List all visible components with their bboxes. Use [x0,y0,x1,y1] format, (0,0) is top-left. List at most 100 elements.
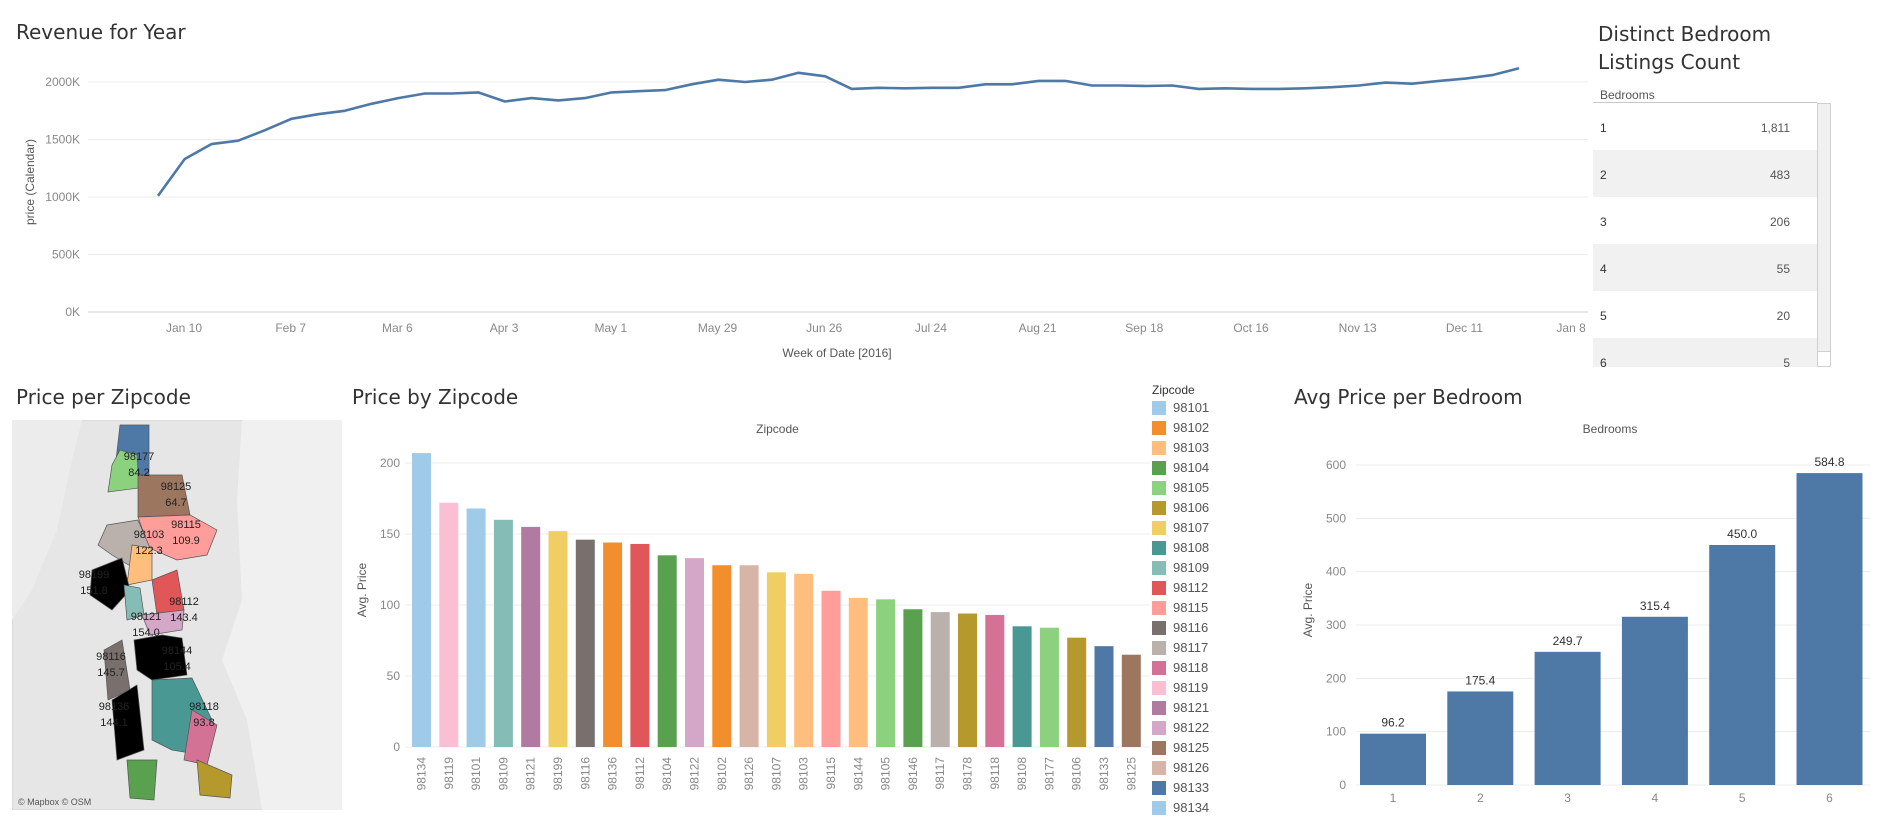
zipbar-x-tick: 98103 [797,757,811,791]
revenue-line-chart: 0K 500K 1000K 1500K 2000K Jan 10 Feb 7 Mar 6 Apr… [23,66,1588,360]
map-value-label: 93.8 [193,717,214,729]
bedbar-x-tick: 6 [1826,791,1833,805]
bedbar-y-tick: 300 [1326,618,1346,632]
bedbar-bar [1709,545,1776,785]
price-zip-map-panel: Price per Zipcode 98177 84.2 98125 64.7 9811… [0,375,345,818]
legend-swatch [1152,761,1166,775]
map-attribution: © Mapbox © OSM [18,797,91,807]
bedbar-x-tick: 4 [1652,791,1659,805]
zipbar-x-tick: 98144 [851,757,865,791]
zipbar-x-tick: 98105 [879,757,893,791]
bedbar-y-axis-label: Avg. Price [1301,582,1315,637]
bedbar-bar [1447,691,1514,785]
zipbar-bar [575,539,595,747]
map-zip-98122 [141,609,185,636]
revenue-x-tick: Jan 10 [166,321,202,335]
revenue-y-tick: 1000K [45,190,80,204]
zipbar-bar [439,502,459,747]
legend-swatch [1152,681,1166,695]
zipbar-bar [712,565,732,747]
bedbar-bar [1360,733,1426,785]
bedroom-table-row[interactable]: 4 55 [1593,244,1817,291]
legend-label: 98115 [1173,600,1209,615]
zipbar-bar [630,543,650,747]
bedroom-table-key: 3 [1600,215,1607,229]
zipbar-x-tick: 98119 [442,757,456,790]
zipbar-y-tick: 100 [380,598,400,612]
bedbar-y-tick: 500 [1326,511,1346,525]
bedroom-table-row[interactable]: 1 1,811 [1593,103,1817,150]
legend-swatch [1152,481,1166,495]
zipcode-map[interactable]: 98177 84.2 98125 64.7 98115 109.9 98103 122.3 98… [12,420,342,810]
zipbar-x-tick: 98199 [551,757,565,791]
revenue-x-tick: Mar 6 [382,321,413,335]
legend-label: 98125 [1173,740,1210,755]
revenue-y-tick: 500K [52,248,80,262]
bedbar-bar [1796,473,1863,785]
avg-price-bedroom-title: Avg Price per Bedroom [1294,385,1523,409]
map-zip-label: 98177 [124,451,155,463]
map-zip-label: 98136 [99,701,130,713]
zipbar-x-tick: 98134 [415,757,429,791]
bedbar-y-tick: 200 [1326,671,1346,685]
zipbar-bar [766,572,786,747]
map-zip-98199 [89,557,131,611]
zipbar-x-tick: 98115 [824,757,838,790]
bedroom-table-scrollbar[interactable] [1817,103,1831,367]
revenue-x-tick: May 1 [594,321,627,335]
zipbar-x-tick: 98136 [606,757,620,791]
zipbar-bar [1039,627,1059,747]
legend-swatch [1152,441,1166,455]
legend-label: 98105 [1173,480,1210,495]
revenue-x-tick: Nov 13 [1339,321,1377,335]
bedbar-data-label: 450.0 [1727,527,1757,541]
zipbar-x-tick: 98125 [1124,757,1138,791]
map-zip-label: 98121 [131,611,162,623]
bedbar-x-axis-label: Bedrooms [1583,422,1638,436]
zipbar-bar [1012,626,1032,747]
map-zip-label: 98125 [161,481,192,493]
zipbar-bar [657,555,677,747]
legend-label: 98122 [1173,720,1210,735]
zipbar-x-tick: 98104 [660,757,674,791]
map-value-label: 144.1 [100,717,128,729]
bedroom-table-count: 483 [1769,168,1790,182]
bedbar-y-tick: 400 [1326,565,1346,579]
bedroom-table-row[interactable]: 2 483 [1593,150,1817,197]
bedroom-table-row[interactable]: 3 206 [1593,197,1817,244]
legend-label: 98109 [1173,560,1210,575]
zipbar-bar [985,614,1005,747]
bedbar-y-tick: 600 [1326,458,1346,472]
legend-label: 98104 [1173,460,1210,475]
bedroom-table-key: 1 [1600,121,1607,135]
bedroom-table-row[interactable]: 5 20 [1593,291,1817,338]
zipbar-x-tick: 98146 [906,757,920,791]
revenue-title: Revenue for Year [16,20,186,44]
bedroom-table-key: 6 [1600,356,1607,367]
legend-swatch [1152,421,1166,435]
legend-swatch [1152,641,1166,655]
map-zip-label: 98144 [162,645,193,657]
zipbar-bar [1067,637,1087,747]
price-zip-map-title: Price per Zipcode [16,385,191,409]
scrollbar-bottom-box[interactable] [1818,351,1830,366]
map-value-label: 109.9 [172,535,200,547]
bedbar-data-label: 584.8 [1814,455,1844,469]
bedbar-y-tick: 100 [1326,725,1346,739]
bedroom-count-title: Distinct Bedroom Listings Count [1598,20,1771,76]
zipbar-x-tick: 98178 [961,757,975,791]
revenue-x-tick: Sep 18 [1125,321,1163,335]
zipbar-bar [930,612,950,747]
legend-swatch [1152,501,1166,515]
zipbar-y-tick: 150 [380,527,400,541]
price-by-zip-bar-chart: Zipcode Avg. Price 0 50 100 150 200 98134 98119 9… [355,422,1150,791]
bedroom-table-body: 1 1,811 2 483 3 206 4 55 5 20 6 5 [1593,103,1817,367]
bedroom-table-count: 20 [1776,309,1790,323]
zipbar-bar [412,453,431,747]
map-value-label: 122.3 [135,545,163,557]
revenue-y-tick: 0K [65,305,80,319]
map-zip-98136 [111,684,145,761]
legend-label: 98112 [1173,580,1209,595]
legend-label: 98106 [1173,500,1210,515]
